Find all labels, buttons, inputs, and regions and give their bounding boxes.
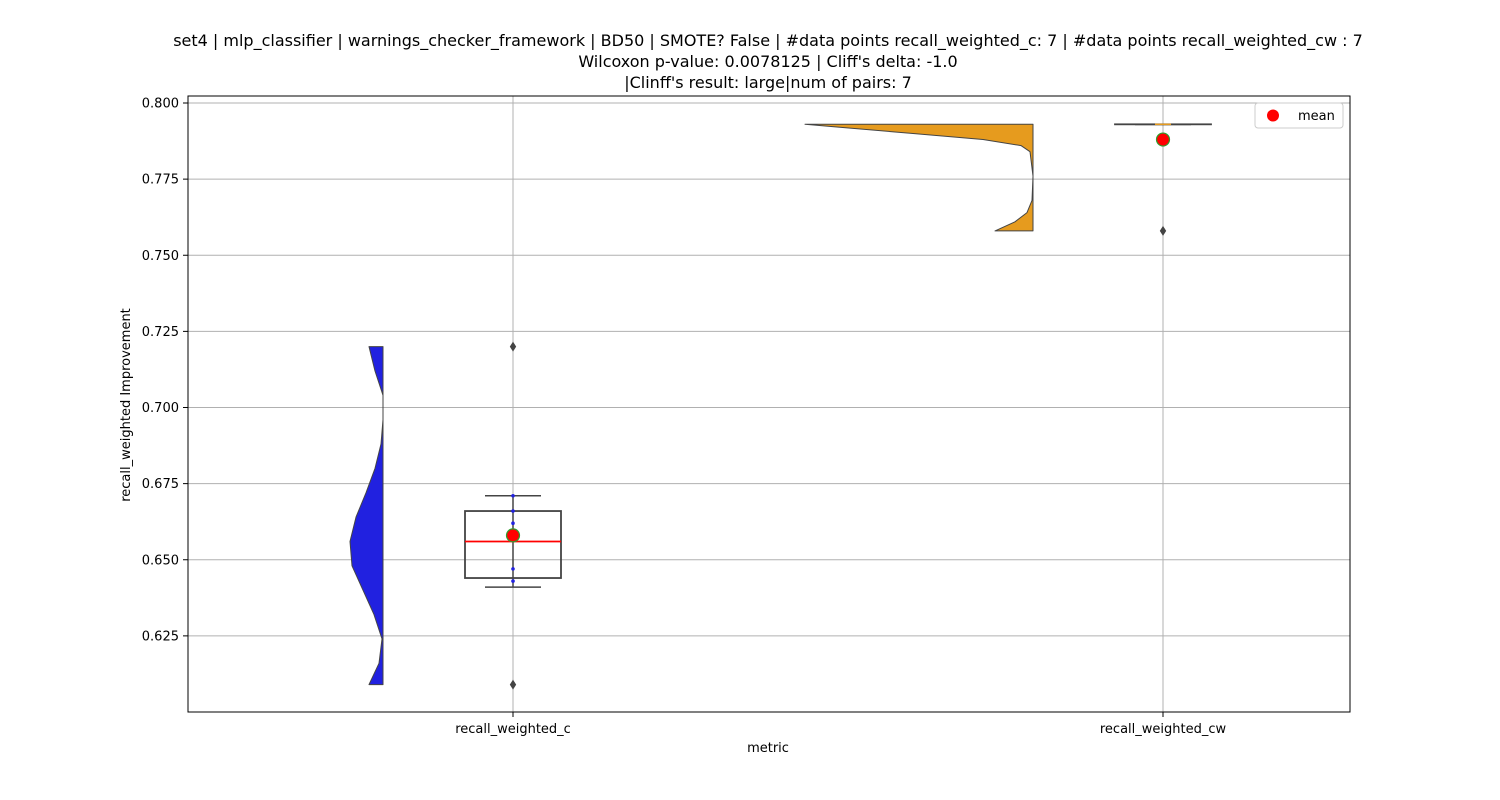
y-tick-label: 0.775 (142, 173, 179, 188)
legend-mean-marker (1267, 109, 1279, 122)
y-axis-label: recall_weighted Improvement (119, 308, 134, 502)
chart-title-line-2: Wilcoxon p-value: 0.0078125 | Cliff's de… (578, 52, 957, 71)
outlier-recall_weighted_c (509, 679, 517, 690)
chart-title-line-1: set4 | mlp_classifier | warnings_checker… (173, 31, 1363, 51)
mean-marker-recall_weighted_cw (1155, 132, 1171, 147)
data-point-recall_weighted_c (511, 494, 515, 498)
x-tick-label: recall_weighted_c (455, 722, 571, 737)
data-point-recall_weighted_c (511, 509, 515, 513)
x-axis-label: metric (747, 741, 789, 756)
mean-marker-recall_weighted_c (505, 528, 521, 543)
outlier-recall_weighted_cw (1159, 225, 1167, 236)
legend: mean (1254, 102, 1344, 129)
y-tick-label: 0.650 (142, 553, 179, 568)
y-tick-label: 0.750 (142, 249, 179, 264)
legend-box (1254, 102, 1344, 129)
axis-ticks: 0.625 0.650 0.675 0.700 0.725 0.750 0.775 0.800… (142, 97, 1227, 738)
data-point-recall_weighted_c (511, 567, 515, 571)
y-tick-label: 0.625 (142, 629, 179, 644)
violin-recall_weighted_cw (804, 123, 1034, 232)
outlier-recall_weighted_c (509, 341, 517, 352)
data-point-recall_weighted_c (511, 579, 515, 583)
plot-frame (187, 95, 1351, 713)
x-tick-label: recall_weighted_cw (1100, 722, 1227, 737)
y-tick-label: 0.675 (142, 477, 179, 492)
y-tick-label: 0.700 (142, 401, 179, 416)
chart-title-line-3: |Clinff's result: large|num of pairs: 7 (624, 73, 912, 92)
y-tick-label: 0.725 (142, 325, 179, 340)
data-point-recall_weighted_c (511, 521, 515, 526)
grid (188, 96, 1350, 712)
legend-label-mean: mean (1298, 109, 1335, 124)
y-tick-label: 0.800 (142, 97, 179, 112)
plot-marks (349, 123, 1212, 690)
violin-recall_weighted_c (349, 346, 384, 686)
